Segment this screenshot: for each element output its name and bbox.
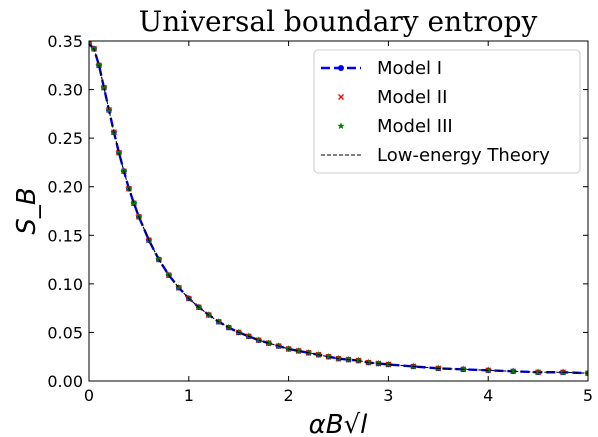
legend-entry: Model II	[338, 87, 447, 108]
series-3-point	[294, 347, 303, 354]
series-3-point	[115, 148, 123, 156]
y-tick-label: 0.00	[47, 372, 83, 391]
x-tick-label: 3	[383, 386, 393, 405]
y-tick-label: 0.15	[47, 226, 83, 245]
axes: 0 1 2 3 4 5 0.00 0.05 0.10 0.15 0.20 0.25 0.30 0.35	[47, 32, 593, 405]
x-axis-label: αB√l	[309, 410, 369, 437]
series-4	[89, 43, 588, 374]
series-3-point	[384, 360, 393, 368]
legend-entry: Model III	[337, 116, 453, 137]
legend-entry: Low-energy Theory	[321, 145, 550, 166]
legend-label: Model III	[377, 116, 453, 137]
y-tick-label: 0.20	[47, 178, 83, 197]
series-3-point	[534, 368, 542, 376]
legend-marker	[338, 94, 344, 100]
series-3-point	[255, 336, 263, 344]
legend-label: Model I	[377, 58, 442, 79]
legend-marker-stroke-b	[338, 94, 344, 100]
series-3-point	[584, 369, 588, 377]
x-tick-label: 5	[583, 386, 593, 405]
legend-label: Model II	[377, 87, 447, 108]
x-tick-label: 0	[84, 386, 94, 405]
y-tick-label: 0.30	[47, 81, 83, 100]
series-2-point-stroke-b	[89, 41, 92, 45]
y-tick-label: 0.05	[47, 323, 83, 342]
x-tick-label: 4	[483, 386, 493, 405]
series-3-point	[354, 356, 363, 364]
series-3-point	[175, 283, 183, 291]
x-tick-label: 1	[184, 386, 194, 405]
legend-label: Low-energy Theory	[377, 145, 550, 166]
y-tick-label: 0.10	[47, 275, 83, 294]
series-3-point	[100, 83, 108, 91]
chart-title: Universal boundary entropy	[139, 5, 538, 38]
legend-marker	[338, 65, 344, 71]
y-axis-label: S_B	[12, 187, 42, 234]
series-4-line	[89, 43, 588, 374]
series-3-point	[324, 352, 333, 360]
series-3-point	[509, 367, 517, 375]
series-2-point-stroke-a	[585, 370, 588, 375]
series-3-point	[95, 61, 103, 69]
y-tick-label: 0.25	[47, 129, 83, 148]
y-tick-label: 0.35	[47, 32, 83, 51]
plot-frame	[88, 40, 589, 382]
series-3-point	[155, 255, 163, 263]
x-tick-label: 2	[284, 386, 294, 405]
legend: Model I Model II Model III Low-energy Theor…	[313, 49, 581, 174]
legend-marker	[337, 122, 345, 130]
legend-entry: Model I	[321, 58, 442, 79]
legend-box	[313, 49, 581, 174]
plot-area	[89, 41, 588, 377]
series-3-point	[130, 199, 138, 207]
